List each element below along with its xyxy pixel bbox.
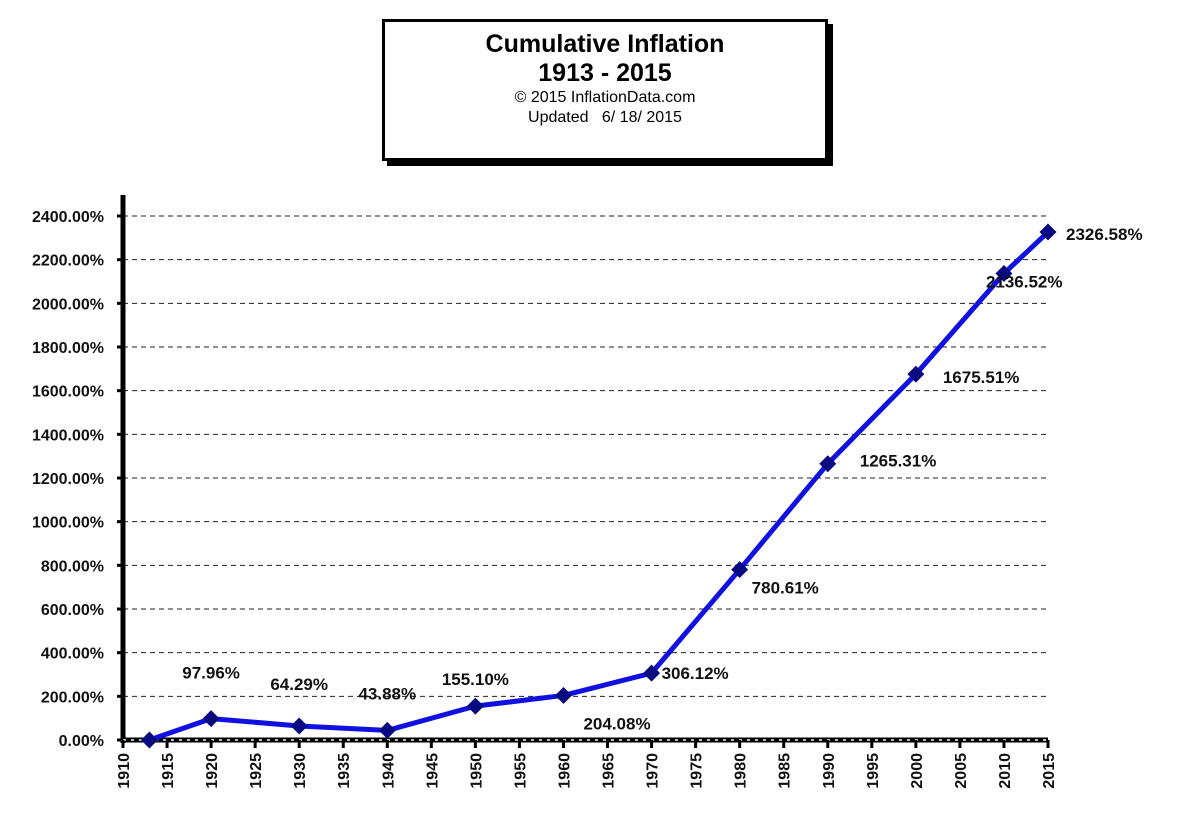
x-tick-label: 1970 [645,753,662,789]
x-tick-label: 1945 [424,753,441,789]
x-tick-label: 2010 [997,753,1014,789]
y-tick-label: 0.00% [59,733,104,750]
data-label: 1265.31% [860,452,937,471]
x-tick-label: 1995 [865,753,882,789]
y-tick-label: 1000.00% [32,515,104,532]
x-tick-label: 1990 [821,753,838,789]
data-point-marker [202,710,220,728]
data-point-marker [554,686,572,704]
y-tick-label: 600.00% [41,602,104,619]
data-point-marker [466,697,484,715]
y-tick-label: 2400.00% [32,209,104,226]
y-tick-label: 1400.00% [32,427,104,444]
x-tick-label: 1960 [556,753,573,789]
data-label: 155.10% [442,670,509,689]
x-tick-label: 1950 [468,753,485,789]
updated-text: Updated 6/ 18/ 2015 [528,109,682,126]
x-tick-label: 1975 [689,753,706,789]
x-tick-label: 1910 [116,753,133,789]
x-tick-label: 1940 [380,753,397,789]
series-line [148,230,1050,743]
copyright-text: © 2015 InflationData.com [514,89,696,106]
data-point-marker [995,265,1013,283]
data-point-marker [140,731,158,749]
data-point-marker [819,455,837,473]
x-tick-label: 1965 [601,753,618,789]
data-label: 97.96% [182,664,240,683]
y-tick-label: 800.00% [41,558,104,575]
data-label: 43.88% [358,684,416,703]
x-tick-label: 2000 [909,753,926,789]
data-label: 2136.52% [986,273,1063,292]
x-tick-label: 1935 [336,753,353,789]
data-point-marker [643,664,661,682]
chart-title-box: Cumulative Inflation 1913 - 2015 © 2015 … [382,19,828,161]
data-label: 780.61% [752,579,819,598]
data-label: 306.12% [662,664,729,683]
x-tick-label: 1920 [204,753,221,789]
y-tick-label: 1600.00% [32,384,104,401]
data-label: 204.08% [583,714,650,733]
x-tick-label: 1925 [248,753,265,789]
chart-subtitle: 1913 - 2015 [538,59,672,87]
chart-title: Cumulative Inflation [485,30,725,58]
x-tick-label: 2015 [1041,753,1058,789]
x-tick-label: 1915 [160,753,177,789]
y-tick-label: 1800.00% [32,340,104,357]
x-tick-label: 1980 [733,753,750,789]
data-point-marker [290,717,308,735]
y-tick-label: 200.00% [41,689,104,706]
y-tick-label: 1200.00% [32,471,104,488]
data-point-marker [378,721,396,739]
data-label: 1675.51% [943,368,1020,387]
x-tick-label: 1930 [292,753,309,789]
x-tick-label: 2005 [953,753,970,789]
data-point-marker [907,365,925,383]
x-tick-label: 1985 [777,753,794,789]
data-label: 2326.58% [1066,225,1143,244]
data-label: 64.29% [270,675,328,694]
x-tick-label: 1955 [512,753,529,789]
y-tick-label: 2200.00% [32,253,104,270]
y-tick-label: 2000.00% [32,296,104,313]
data-point-marker [731,561,749,579]
y-tick-label: 400.00% [41,646,104,663]
